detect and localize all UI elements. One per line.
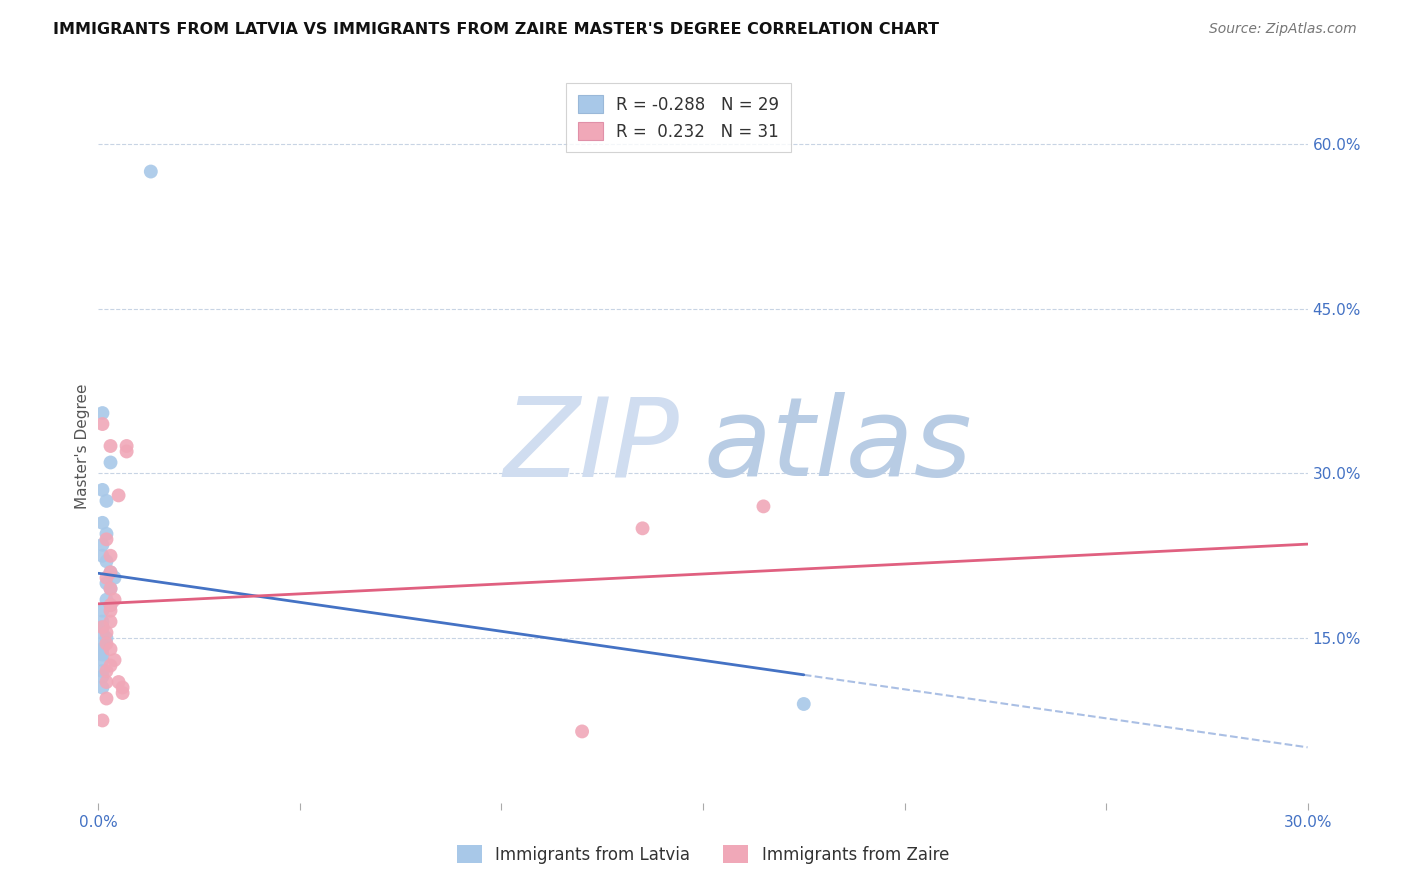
- Point: [91, 604, 114, 618]
- Point: [91, 625, 114, 640]
- Point: [91, 620, 114, 634]
- Point: [793, 697, 815, 711]
- Point: [91, 653, 114, 667]
- Point: [100, 598, 122, 612]
- Point: [139, 164, 162, 178]
- Point: [100, 642, 122, 657]
- Point: [111, 686, 134, 700]
- Point: [111, 681, 134, 695]
- Point: [96, 533, 118, 547]
- Point: [96, 554, 118, 568]
- Point: [103, 653, 125, 667]
- Point: [96, 675, 118, 690]
- Point: [115, 444, 138, 458]
- Point: [91, 549, 114, 563]
- Point: [100, 566, 122, 580]
- Point: [752, 500, 775, 514]
- Point: [571, 724, 593, 739]
- Legend: Immigrants from Latvia, Immigrants from Zaire: Immigrants from Latvia, Immigrants from …: [450, 838, 956, 871]
- Point: [107, 488, 129, 502]
- Text: Source: ZipAtlas.com: Source: ZipAtlas.com: [1209, 22, 1357, 37]
- Text: IMMIGRANTS FROM LATVIA VS IMMIGRANTS FROM ZAIRE MASTER'S DEGREE CORRELATION CHAR: IMMIGRANTS FROM LATVIA VS IMMIGRANTS FRO…: [53, 22, 939, 37]
- Point: [100, 549, 122, 563]
- Point: [96, 637, 118, 651]
- Point: [100, 598, 122, 612]
- Point: [91, 615, 114, 629]
- Point: [100, 566, 122, 580]
- Text: ZIP: ZIP: [503, 392, 679, 500]
- Point: [91, 516, 114, 530]
- Point: [91, 538, 114, 552]
- Point: [96, 592, 118, 607]
- Point: [91, 483, 114, 497]
- Point: [96, 571, 118, 585]
- Point: [91, 637, 114, 651]
- Point: [107, 675, 129, 690]
- Text: atlas: atlas: [703, 392, 972, 500]
- Point: [91, 417, 114, 431]
- Point: [91, 620, 114, 634]
- Point: [91, 681, 114, 695]
- Point: [96, 494, 118, 508]
- Point: [631, 521, 654, 535]
- Point: [96, 526, 118, 541]
- Y-axis label: Master's Degree: Master's Degree: [75, 384, 90, 508]
- Point: [100, 658, 122, 673]
- Point: [103, 592, 125, 607]
- Point: [96, 625, 118, 640]
- Point: [96, 631, 118, 645]
- Point: [100, 582, 122, 596]
- Point: [115, 439, 138, 453]
- Point: [100, 615, 122, 629]
- Point: [91, 714, 114, 728]
- Point: [91, 664, 114, 678]
- Point: [96, 664, 118, 678]
- Point: [100, 604, 122, 618]
- Point: [96, 691, 118, 706]
- Point: [91, 406, 114, 420]
- Point: [100, 582, 122, 596]
- Point: [96, 576, 118, 591]
- Point: [91, 642, 114, 657]
- Point: [100, 455, 122, 469]
- Legend: R = -0.288   N = 29, R =  0.232   N = 31: R = -0.288 N = 29, R = 0.232 N = 31: [567, 83, 792, 153]
- Point: [103, 571, 125, 585]
- Point: [91, 669, 114, 683]
- Point: [91, 648, 114, 662]
- Point: [100, 439, 122, 453]
